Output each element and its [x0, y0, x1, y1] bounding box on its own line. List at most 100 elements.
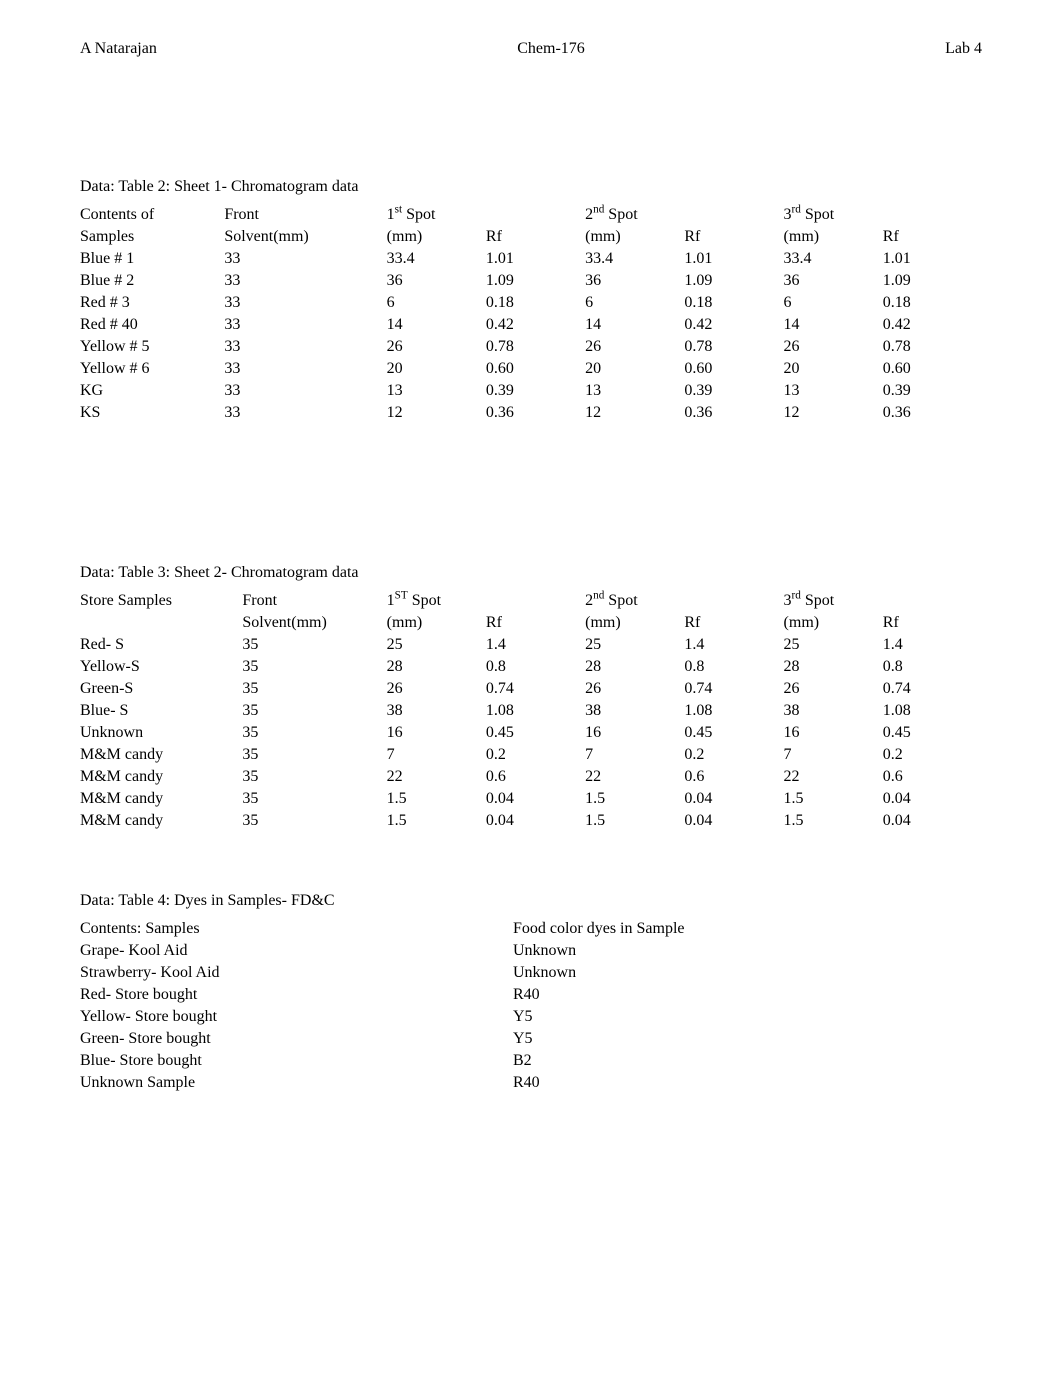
- table3-cell: Unknown: [80, 722, 242, 744]
- table3-h1-c6-suffix: Spot: [801, 592, 834, 609]
- table2-h1-c2-suffix: Spot: [402, 206, 435, 223]
- table3-cell: 0.45: [883, 722, 982, 744]
- table2-h2-c6: (mm): [784, 226, 883, 248]
- table3-cell: M&M candy: [80, 744, 242, 766]
- table2-cell: 33.4: [387, 248, 486, 270]
- header-left: A Natarajan: [80, 40, 157, 58]
- table2-h2-c2: (mm): [387, 226, 486, 248]
- table4-cell: Grape- Kool Aid: [80, 940, 513, 962]
- table3-row: M&M candy35220.6220.6220.6: [80, 766, 982, 788]
- table3-cell: 0.8: [684, 656, 783, 678]
- table3-cell: 25: [585, 634, 684, 656]
- table2-h1-c1: Front: [224, 204, 386, 226]
- table4-cell: R40: [513, 1072, 982, 1094]
- table2-cell: 12: [784, 402, 883, 424]
- table3-cell: 38: [387, 700, 486, 722]
- table3-head-row2: Solvent(mm) (mm) Rf (mm) Rf (mm) Rf: [80, 612, 982, 634]
- table3-h1-c1: Front: [242, 590, 386, 612]
- table3-h1-c4-sup: nd: [593, 590, 604, 602]
- table2-cell: 33: [224, 402, 386, 424]
- table4-cell: Blue- Store bought: [80, 1050, 513, 1072]
- table3-cell: 0.2: [883, 744, 982, 766]
- document-page: A Natarajan Chem-176 Lab 4 Data: Table 2…: [0, 0, 1062, 1377]
- table2-cell: Red # 3: [80, 292, 224, 314]
- table4: Contents: Samples Food color dyes in Sam…: [80, 918, 982, 1094]
- table2-cell: 12: [387, 402, 486, 424]
- table2-row: KS33120.36120.36120.36: [80, 402, 982, 424]
- table4-row: Green- Store boughtY5: [80, 1028, 982, 1050]
- table2-h1-c0: Contents of: [80, 204, 224, 226]
- table2-h2-c5: Rf: [684, 226, 783, 248]
- table3-cell: 28: [585, 656, 684, 678]
- table3-cell: 0.6: [684, 766, 783, 788]
- table2-cell: 20: [585, 358, 684, 380]
- table3-cell: 0.8: [486, 656, 585, 678]
- table2-h1-c2: 1: [387, 206, 395, 223]
- table2-cell: 0.39: [486, 380, 585, 402]
- table2-cell: 0.36: [684, 402, 783, 424]
- table3-h1-c0: Store Samples: [80, 590, 242, 612]
- table2-cell: 13: [387, 380, 486, 402]
- table2-cell: 6: [585, 292, 684, 314]
- table3-cell: 7: [585, 744, 684, 766]
- table4-cell: R40: [513, 984, 982, 1006]
- table3-cell: 0.04: [684, 788, 783, 810]
- table3-h1-c2-suffix: Spot: [408, 592, 441, 609]
- table2-cell: 1.01: [883, 248, 982, 270]
- table3-row: M&M candy351.50.041.50.041.50.04: [80, 810, 982, 832]
- table2-cell: 26: [585, 336, 684, 358]
- table4-cell: Red- Store bought: [80, 984, 513, 1006]
- table2: Contents of Front 1st Spot 2nd Spot 3rd …: [80, 204, 982, 424]
- table3-row: Green-S35260.74260.74260.74: [80, 678, 982, 700]
- table2-cell: 33: [224, 336, 386, 358]
- table2-cell: 0.78: [883, 336, 982, 358]
- table3-h1-c4: 2: [585, 592, 593, 609]
- table2-cell: 0.39: [684, 380, 783, 402]
- table3-h2-c6: (mm): [784, 612, 883, 634]
- table2-cell: 26: [387, 336, 486, 358]
- table3-cell: 38: [784, 700, 883, 722]
- table2-cell: 0.39: [883, 380, 982, 402]
- table3-cell: 1.5: [585, 810, 684, 832]
- table2-cell: 36: [784, 270, 883, 292]
- table3-h1-c6-sup: rd: [792, 590, 801, 602]
- table2-cell: 33: [224, 358, 386, 380]
- table2-cell: 13: [585, 380, 684, 402]
- table3-cell: 0.04: [486, 810, 585, 832]
- table2-cell: Yellow # 6: [80, 358, 224, 380]
- table4-cell: B2: [513, 1050, 982, 1072]
- table4-row: Yellow- Store boughtY5: [80, 1006, 982, 1028]
- table3-cell: 0.45: [486, 722, 585, 744]
- table3-cell: 0.04: [883, 810, 982, 832]
- table2-cell: Blue # 1: [80, 248, 224, 270]
- table3-row: Blue- S35381.08381.08381.08: [80, 700, 982, 722]
- table3-cell: 35: [242, 656, 386, 678]
- table3-cell: 38: [585, 700, 684, 722]
- table3-cell: 1.4: [486, 634, 585, 656]
- table2-cell: 0.78: [684, 336, 783, 358]
- table2-cell: KS: [80, 402, 224, 424]
- table2-cell: 36: [387, 270, 486, 292]
- header-center: Chem-176: [517, 40, 585, 58]
- table3-cell: 26: [387, 678, 486, 700]
- table2-cell: 0.42: [486, 314, 585, 336]
- table3-cell: 0.45: [684, 722, 783, 744]
- table3-cell: 26: [585, 678, 684, 700]
- table2-cell: 0.60: [486, 358, 585, 380]
- table2-h1-c6: 3: [784, 206, 792, 223]
- table2-cell: 0.18: [684, 292, 783, 314]
- table3-cell: M&M candy: [80, 810, 242, 832]
- table2-row: Blue # 13333.41.0133.41.0133.41.01: [80, 248, 982, 270]
- table4-cell: Y5: [513, 1028, 982, 1050]
- table3-cell: 0.2: [684, 744, 783, 766]
- table2-cell: 6: [387, 292, 486, 314]
- table2-h2-c4: (mm): [585, 226, 684, 248]
- table3-cell: 0.04: [684, 810, 783, 832]
- table2-row: Red # 4033140.42140.42140.42: [80, 314, 982, 336]
- table3-row: Yellow-S35280.8280.8280.8: [80, 656, 982, 678]
- table2-cell: 33.4: [784, 248, 883, 270]
- table3-cell: 1.4: [684, 634, 783, 656]
- table2-cell: Blue # 2: [80, 270, 224, 292]
- table2-cell: 1.01: [684, 248, 783, 270]
- table3-cell: 35: [242, 788, 386, 810]
